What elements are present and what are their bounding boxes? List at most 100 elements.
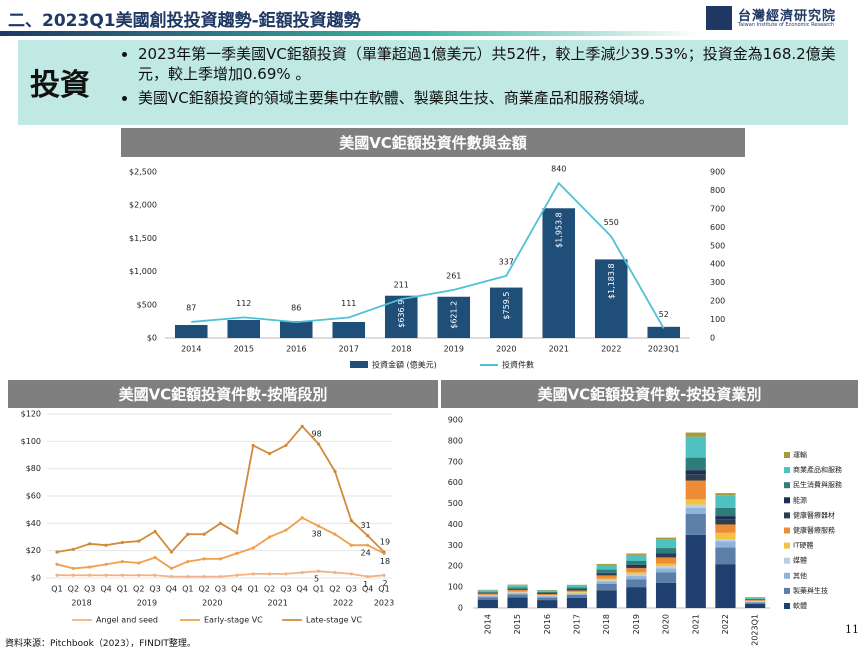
bar-segment bbox=[507, 594, 528, 598]
bar-segment bbox=[566, 589, 588, 591]
bar-segment bbox=[566, 590, 588, 592]
x-tick-label: 2018 bbox=[602, 614, 611, 634]
y2-tick-label: 200 bbox=[710, 297, 725, 306]
summary-label: 投資 bbox=[30, 68, 90, 103]
bar-segment bbox=[596, 581, 617, 584]
bar-segment bbox=[685, 474, 706, 481]
bar-segment bbox=[715, 495, 736, 508]
point-value-label: 5 bbox=[314, 575, 319, 584]
y-tick-label: $500 bbox=[137, 300, 157, 309]
line-point bbox=[349, 543, 353, 547]
y-tick-label: 200 bbox=[448, 562, 463, 571]
line-value-label: 87 bbox=[186, 303, 196, 312]
x-tick-label: Q1 bbox=[378, 585, 389, 594]
bar-segment bbox=[655, 563, 677, 567]
line-point bbox=[88, 565, 92, 569]
legend-label: 能源 bbox=[793, 495, 807, 504]
line bbox=[56, 516, 385, 570]
bar-segment bbox=[626, 554, 647, 561]
x-group-label: 2019 bbox=[137, 599, 157, 608]
y-tick-label: 400 bbox=[448, 520, 463, 529]
x-tick-label: Q4 bbox=[100, 585, 111, 594]
x-tick-label: 2015 bbox=[513, 614, 522, 634]
x-tick-label: 2023Q1 bbox=[648, 345, 680, 354]
bar-segment bbox=[537, 590, 558, 592]
x-group-label: 2021 bbox=[268, 599, 288, 608]
bar-segment bbox=[715, 493, 736, 496]
bar-segment bbox=[477, 593, 498, 594]
legend-label: 商業產品和服務 bbox=[793, 465, 842, 474]
line-point bbox=[333, 469, 337, 473]
x-group-label: 2022 bbox=[333, 599, 353, 608]
bar-segment bbox=[685, 534, 706, 608]
line-point bbox=[55, 550, 59, 554]
bar-segment bbox=[685, 480, 706, 500]
logo-name: 台灣經濟研究院 bbox=[738, 9, 837, 24]
line-point bbox=[169, 575, 174, 579]
bar-segment bbox=[507, 587, 528, 589]
bar-segment bbox=[596, 564, 617, 570]
x-tick-label: Q3 bbox=[84, 585, 95, 594]
bar-segment bbox=[715, 519, 736, 525]
bar-segment bbox=[537, 595, 558, 596]
y2-tick-label: 500 bbox=[710, 241, 725, 250]
chart-title: 美國VC鉅額投資件數-按階段別 bbox=[119, 386, 328, 404]
line-value-label: 211 bbox=[394, 281, 409, 290]
bar-segment bbox=[596, 575, 617, 579]
bar-segment bbox=[507, 592, 528, 594]
bar-segment bbox=[596, 580, 617, 582]
line-value-label: 840 bbox=[551, 165, 566, 174]
bar-segment bbox=[477, 595, 498, 597]
bar bbox=[227, 320, 261, 338]
bar-segment bbox=[596, 583, 617, 591]
y-tick-label: $60 bbox=[26, 492, 41, 501]
y2-tick-label: 700 bbox=[710, 204, 725, 213]
logo-subtitle: Taiwan Institute of Economic Research bbox=[738, 22, 835, 28]
point-value-label: 19 bbox=[380, 538, 390, 547]
bar-segment bbox=[596, 569, 617, 573]
bar-segment bbox=[715, 524, 736, 533]
x-group-label: 2018 bbox=[71, 599, 91, 608]
legend-swatch bbox=[784, 512, 790, 519]
x-tick-label: Q3 bbox=[215, 585, 226, 594]
legend-label: 民生消費與服務 bbox=[793, 480, 842, 489]
bar-segment bbox=[626, 566, 647, 569]
x-tick-label: Q1 bbox=[182, 585, 193, 594]
line-point bbox=[300, 570, 304, 575]
y2-tick-label: 300 bbox=[710, 278, 725, 287]
point-value-label: 31 bbox=[361, 521, 371, 530]
bar bbox=[594, 259, 628, 338]
bar bbox=[332, 321, 366, 338]
y-tick-label: 0 bbox=[458, 604, 463, 613]
x-tick-label: 2014 bbox=[181, 345, 201, 354]
bar-segment bbox=[655, 566, 677, 569]
line-point bbox=[71, 566, 75, 571]
line-point bbox=[120, 540, 124, 545]
x-tick-label: Q4 bbox=[362, 585, 373, 594]
line-point bbox=[218, 521, 223, 525]
y-tick-label: $0 bbox=[147, 334, 157, 343]
legend-label: 健康醫療服務 bbox=[793, 526, 835, 535]
x-tick-label: 2018 bbox=[391, 345, 411, 354]
line-point bbox=[186, 560, 190, 564]
line-point bbox=[333, 570, 337, 575]
line-point bbox=[317, 524, 321, 528]
bar-segment bbox=[566, 585, 588, 588]
legend-label: Early-stage VC bbox=[204, 616, 263, 625]
bar-segment bbox=[626, 564, 647, 567]
legend-label: IT硬體 bbox=[793, 541, 813, 550]
bar-segment bbox=[655, 537, 677, 540]
x-tick-label: Q1 bbox=[248, 585, 259, 594]
x-tick-label: Q2 bbox=[68, 585, 79, 594]
bar-segment bbox=[685, 507, 706, 514]
x-tick-label: 2015 bbox=[234, 345, 254, 354]
header-strip bbox=[0, 31, 700, 36]
legend-swatch bbox=[784, 572, 790, 579]
bar-segment bbox=[626, 553, 647, 555]
bar-segment bbox=[566, 597, 588, 608]
legend-swatch bbox=[350, 361, 368, 368]
x-tick-label: 2022 bbox=[601, 345, 621, 354]
bar-segment bbox=[655, 548, 677, 554]
